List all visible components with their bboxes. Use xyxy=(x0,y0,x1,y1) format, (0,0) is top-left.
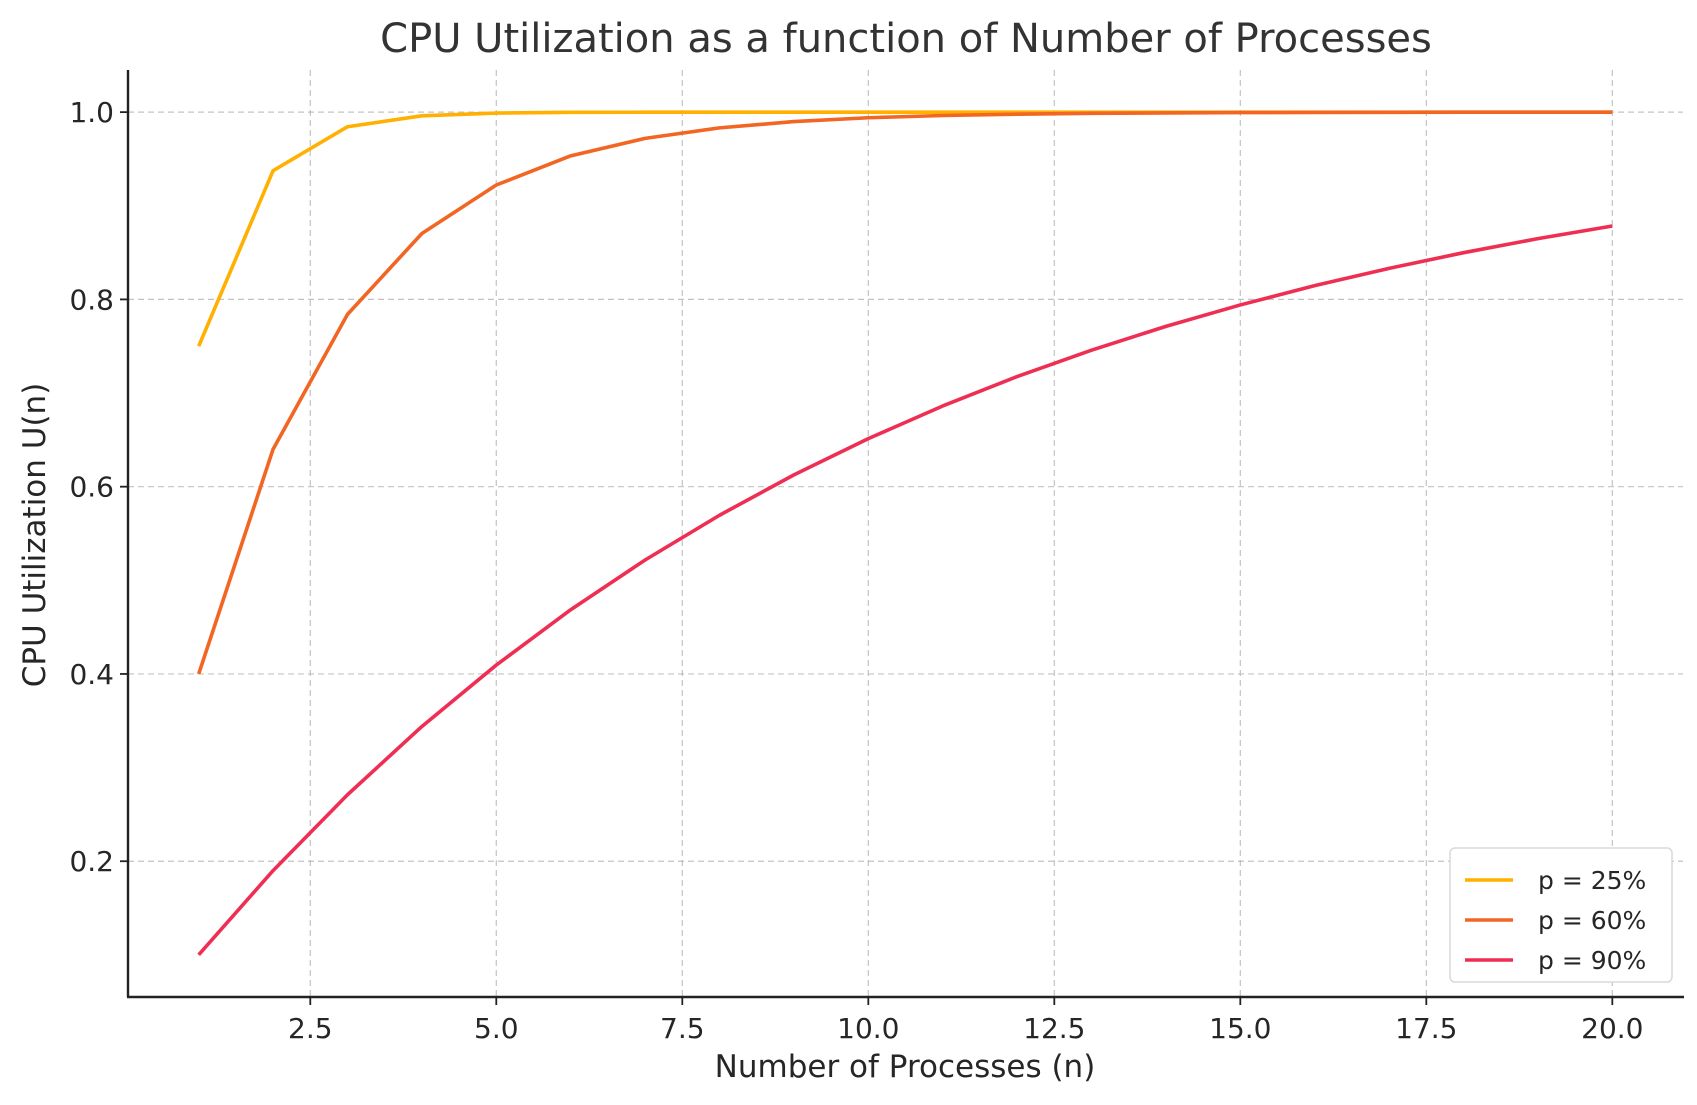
x-tick-label: 5.0 xyxy=(474,1012,519,1045)
x-tick-label: 10.0 xyxy=(837,1012,899,1045)
series-line-p-60 xyxy=(196,110,1613,675)
y-tick-label: 0.6 xyxy=(69,471,114,504)
legend-label-p-25: p = 25% xyxy=(1538,866,1646,895)
axes xyxy=(126,70,1684,999)
x-tick-label: 15.0 xyxy=(1209,1012,1271,1045)
legend-label-p-60: p = 60% xyxy=(1538,906,1646,935)
series-lines xyxy=(196,110,1613,957)
legend-label-p-90: p = 90% xyxy=(1538,946,1646,975)
x-tick-label: 20.0 xyxy=(1581,1012,1643,1045)
series-line-p-90 xyxy=(197,224,1613,957)
y-ticks: 0.2 0.4 0.6 0.8 1.0 xyxy=(69,96,128,878)
y-tick-label: 0.4 xyxy=(69,658,114,691)
x-tick-label: 12.5 xyxy=(1023,1012,1085,1045)
series-line-p-25 xyxy=(197,110,1613,347)
x-tick-label: 2.5 xyxy=(288,1012,333,1045)
y-tick-label: 0.8 xyxy=(69,283,114,316)
legend-items: p = 25% p = 60% p = 90% xyxy=(1465,866,1646,975)
x-tick-label: 7.5 xyxy=(660,1012,705,1045)
x-tick-label: 17.5 xyxy=(1395,1012,1457,1045)
y-axis-title: CPU Utilization U(n) xyxy=(17,383,53,688)
y-tick-label: 1.0 xyxy=(69,96,114,129)
x-axis-title: Number of Processes (n) xyxy=(715,1049,1096,1085)
legend: p = 25% p = 60% p = 90% xyxy=(1449,847,1673,983)
y-tick-label: 0.2 xyxy=(69,845,114,878)
x-ticks: 2.5 5.0 7.5 10.0 12.5 15.0 17.5 20.0 xyxy=(288,997,1643,1045)
chart-title: CPU Utilization as a function of Number … xyxy=(380,16,1432,62)
